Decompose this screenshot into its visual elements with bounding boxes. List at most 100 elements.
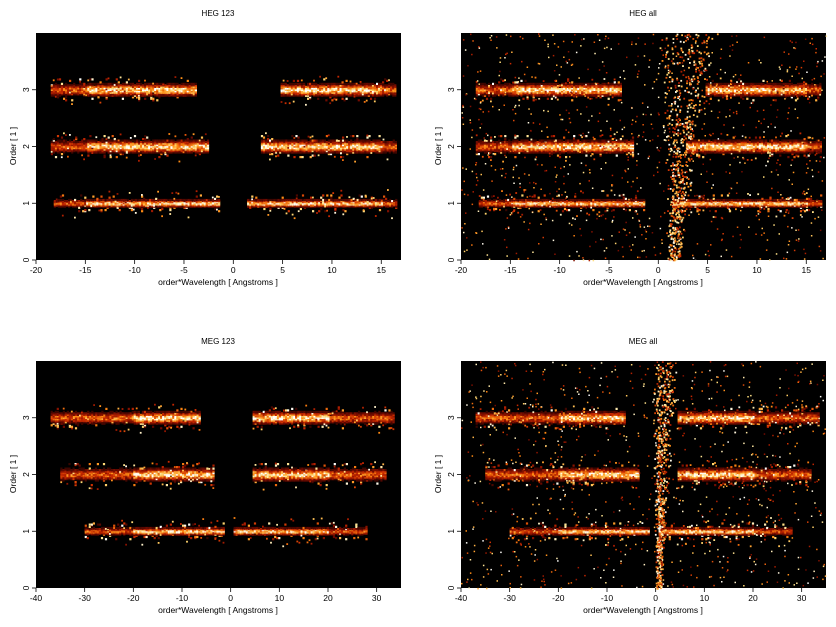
heat-pixel [129,145,133,148]
heat-pixel [78,202,81,205]
heat-pixel [89,135,92,138]
heat-pixel [174,147,177,150]
heat-pixel [285,205,288,208]
heat-pixel [211,200,215,203]
heat-pixel [140,145,143,148]
heat-pixel [200,147,204,150]
heat-pixel [624,203,627,206]
heat-pixel [305,85,308,88]
heat-pixel [289,147,292,150]
heat-pixel [539,209,542,211]
heat-pixel [344,210,347,213]
heat-pixel [91,142,94,145]
heat-pixel [338,198,341,202]
heat-pixel [168,145,171,148]
heat-pixel [393,200,396,203]
heat-pixel [138,148,141,151]
heat-pixel [126,202,129,205]
heat-pixel [207,204,211,207]
heat-pixel [265,200,268,203]
heat-pixel [307,150,310,153]
heat-pixel [286,84,289,87]
heat-pixel [303,202,307,205]
heat-pixel [84,204,87,207]
heat-pixel [109,156,112,159]
heat-pixel [116,193,119,195]
heat-pixel [310,202,313,205]
heat-pixel [180,151,183,154]
heat-pixel [360,201,363,204]
heat-pixel [71,151,74,154]
heat-pixel [356,200,359,203]
heat-pixel [151,202,154,205]
heat-pixel [366,198,369,202]
heat-pixel [373,97,377,100]
heat-pixel [203,205,206,208]
heat-pixel [133,145,137,148]
heat-pixel [57,201,60,204]
heat-pixel [138,82,141,85]
heat-pixel [275,151,278,154]
heat-pixel [65,201,69,204]
heat-pixel [160,142,163,145]
heat-pixel [158,147,161,150]
heat-pixel [196,142,199,145]
heat-pixel [71,145,74,148]
heat-pixel [720,198,723,202]
heat-pixel [105,142,108,145]
heat-pixel [257,200,260,203]
heat-pixel [193,200,196,203]
heat-pixel [702,209,705,212]
heat-pixel [275,139,278,142]
heat-pixel [161,215,163,218]
heat-pixel [301,198,305,202]
heat-pixel [348,201,351,204]
heat-pixel [378,198,382,202]
heat-pixel [326,198,329,202]
y-tick-label: 3 [21,87,31,92]
heat-pixel [161,200,164,203]
heat-pixel [89,151,92,154]
heat-pixel [190,144,193,147]
heat-pixel [102,198,105,202]
heat-pixel [320,201,323,204]
heat-pixel [131,145,135,148]
heat-pixel [147,204,150,207]
heat-pixel [109,142,112,145]
heat-pixel [260,142,264,145]
heat-pixel [110,198,113,202]
heat-pixel [111,151,114,154]
heat-pixel [50,141,53,144]
heat-pixel [279,151,282,154]
heat-pixel [259,204,262,207]
heat-pixel [323,139,326,142]
heat-pixel [182,145,185,148]
heat-pixel [119,145,122,148]
heat-pixel [74,204,77,207]
heat-pixel [192,82,195,85]
heat-pixel [316,212,318,214]
heat-pixel [291,198,294,202]
heat-pixel [89,150,92,153]
heat-pixel [144,151,147,154]
heat-pixel [267,200,270,203]
heat-pixel [267,147,270,150]
heat-pixel [757,193,760,196]
heat-pixel [200,136,204,139]
heat-pixel [214,205,217,208]
heat-pixel [344,201,347,204]
heat-pixel [182,147,185,150]
heat-pixel [366,205,369,208]
heat-pixel [763,198,766,202]
heat-pixel [696,210,699,213]
heat-pixel [340,202,343,205]
heat-pixel [172,145,175,148]
heat-pixel [104,198,107,202]
heat-pixel [98,200,101,203]
heat-pixel [206,150,210,153]
heat-pixel [301,148,304,151]
heat-pixel [170,150,173,153]
heat-pixel [148,150,151,153]
heat-pixel [79,141,82,144]
heat-pixel [275,200,278,203]
